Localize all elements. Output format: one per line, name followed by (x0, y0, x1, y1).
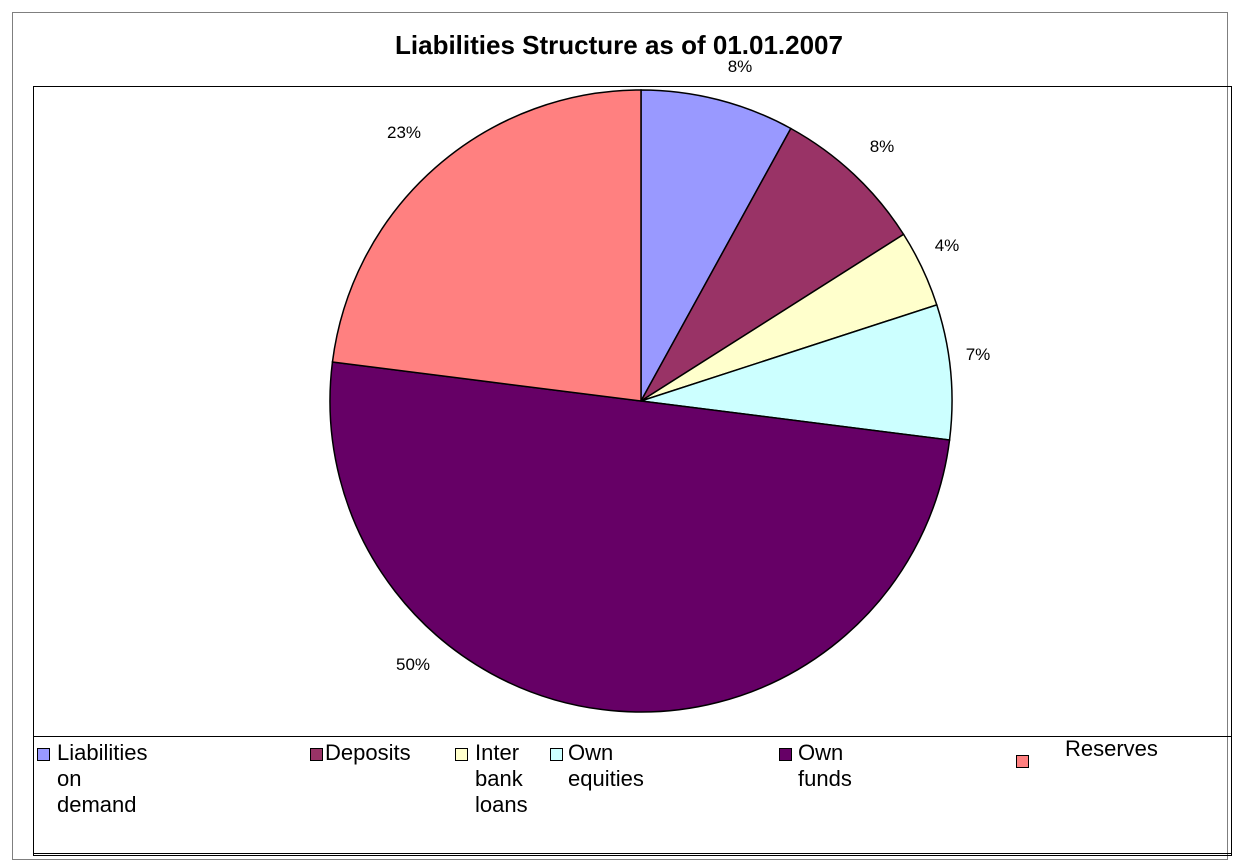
pie-slice-liabilities-on-demand (640, 89, 792, 402)
legend: Liabilities on demand Deposits Inter ban… (33, 736, 1232, 854)
chart-frame (12, 12, 1228, 860)
pie-slice-own-equities (640, 303, 953, 441)
legend-label-reserves: Reserves (1065, 736, 1158, 761)
legend-swatch-reserves (1016, 755, 1029, 768)
data-label-inter-bank-loans: 4% (935, 236, 960, 255)
pie-slice-deposits (640, 127, 905, 402)
data-label-own-equities: 7% (966, 345, 991, 364)
data-label-reserves: 23% (387, 123, 421, 142)
legend-label-inter-bank-loans: Inter bank loans (475, 740, 528, 817)
legend-label-own-funds: Own funds (798, 740, 852, 791)
legend-label-liabilities-on-demand: Liabilities on demand (57, 740, 148, 817)
data-label-deposits: 8% (870, 137, 895, 156)
legend-swatch-own-equities (550, 748, 563, 761)
data-label-liabilities-on-demand: 8% (728, 57, 753, 76)
legend-swatch-own-funds (779, 748, 792, 761)
legend-swatch-inter-bank-loans (455, 748, 468, 761)
legend-label-own-equities: Own equities (568, 740, 644, 791)
plot-area (33, 86, 1232, 856)
data-label-own-funds: 50% (396, 655, 430, 674)
pie-slice-reserves (331, 89, 642, 402)
legend-swatch-liabilities-on-demand (37, 748, 50, 761)
legend-swatch-deposits (310, 748, 323, 761)
legend-label-deposits: Deposits (325, 740, 411, 765)
pie-slice-own-funds (329, 361, 951, 713)
chart-title: Liabilities Structure as of 01.01.2007 (395, 30, 843, 60)
